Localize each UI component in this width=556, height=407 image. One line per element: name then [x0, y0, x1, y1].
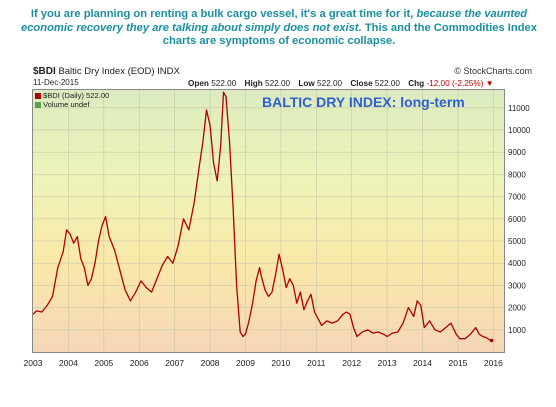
index-name: Baltic Dry Index (EOD) INDX	[58, 66, 180, 77]
x-tick-label: 2011	[307, 358, 326, 368]
volume-swatch-icon	[35, 102, 41, 108]
y-tick-label: 7000	[508, 193, 526, 202]
x-tick-label: 2013	[378, 358, 397, 368]
series-legend: $BDI (Daily) 522.00	[35, 91, 109, 100]
volume-legend-text: Volume undef	[43, 100, 90, 109]
x-tick-label: 2003	[24, 358, 43, 368]
y-tick-label: 8000	[508, 170, 526, 179]
series-legend-text: $BDI (Daily) 522.00	[43, 91, 110, 100]
stockcharts-brand: © StockCharts.com	[454, 66, 532, 76]
last-value-point	[489, 338, 494, 343]
high-label: High	[244, 79, 263, 88]
y-tick-label: 2000	[508, 304, 526, 313]
chart-symbol-line: $BDI Baltic Dry Index (EOD) INDX	[33, 66, 180, 77]
volume-legend: Volume undef	[35, 100, 89, 109]
high-value: 522.00	[265, 79, 291, 88]
caption-part-3: This and the Commodities Index charts ar…	[162, 21, 537, 48]
change-value: -12.00 (-2.25%)	[426, 79, 484, 88]
caption-part-2: because the vaunted economic recovery th…	[20, 8, 528, 34]
x-tick-label: 2007	[165, 358, 184, 368]
x-tick-label: 2005	[94, 358, 113, 368]
x-tick-label: 2014	[413, 358, 432, 368]
x-tick-label: 2009	[236, 358, 255, 368]
down-arrow-icon: ▼	[485, 79, 494, 88]
x-tick-label: 2006	[130, 358, 149, 368]
x-tick-label: 2012	[342, 358, 361, 368]
change-label: Chg	[408, 79, 425, 88]
y-tick-label: 11000	[508, 104, 530, 113]
close-value: 522.00	[374, 79, 400, 88]
low-label: Low	[298, 79, 315, 88]
y-tick-label: 5000	[508, 237, 526, 246]
chart-title: BALTIC DRY INDEX: long-term	[262, 94, 465, 110]
x-tick-label: 2016	[484, 358, 503, 368]
close-label: Close	[350, 79, 373, 88]
x-tick-label: 2015	[449, 358, 468, 368]
x-tick-label: 2004	[59, 358, 78, 368]
series-swatch-icon	[35, 93, 41, 99]
commentary-caption: If you are planning on renting a bulk ca…	[14, 8, 544, 49]
y-tick-label: 6000	[508, 215, 526, 224]
x-tick-label: 2010	[271, 358, 290, 368]
y-tick-label: 9000	[508, 148, 526, 157]
plot-area	[32, 89, 505, 353]
low-value: 522.00	[317, 79, 343, 88]
caption-part-1: If you are planning on renting a bulk ca…	[30, 8, 414, 20]
y-tick-label: 4000	[508, 259, 526, 268]
ohlc-readout: Open 522.00 High 522.00 Low 522.00 Close…	[182, 79, 494, 88]
y-tick-label: 3000	[508, 281, 526, 290]
series-line	[32, 91, 492, 342]
x-tick-label: 2008	[201, 358, 220, 368]
open-value: 522.00	[211, 79, 237, 88]
open-label: Open	[188, 79, 209, 88]
chart-date: 11-Dec-2015	[33, 78, 79, 87]
y-tick-label: 10000	[508, 126, 531, 135]
ticker-symbol: $BDI	[33, 66, 56, 77]
y-tick-label: 1000	[508, 326, 526, 335]
